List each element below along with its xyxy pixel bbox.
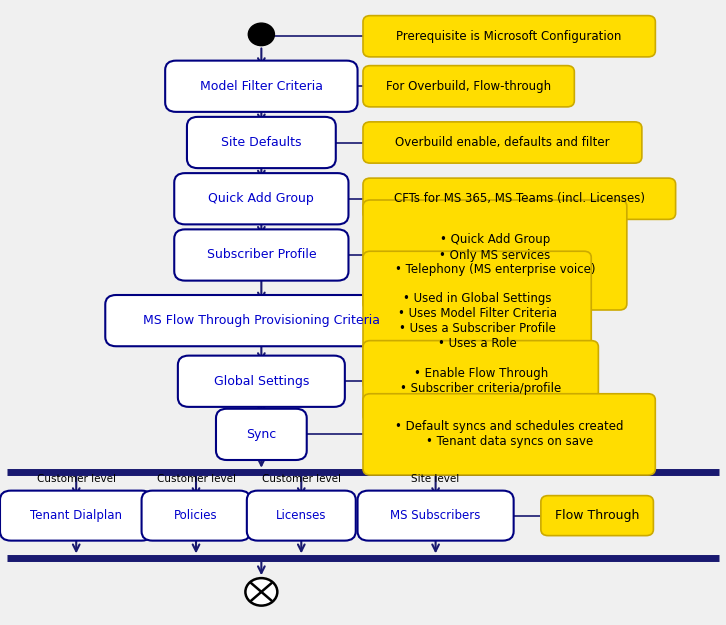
Text: Prerequisite is Microsoft Configuration: Prerequisite is Microsoft Configuration: [396, 30, 622, 42]
Text: MS Flow Through Provisioning Criteria: MS Flow Through Provisioning Criteria: [143, 314, 380, 327]
FancyBboxPatch shape: [0, 491, 152, 541]
Text: Licenses: Licenses: [276, 509, 327, 522]
FancyBboxPatch shape: [216, 409, 307, 460]
Text: CFTs for MS 365, MS Teams (incl. Licenses): CFTs for MS 365, MS Teams (incl. License…: [393, 192, 645, 205]
Text: Quick Add Group: Quick Add Group: [208, 192, 314, 205]
FancyBboxPatch shape: [363, 341, 598, 422]
Text: Flow Through: Flow Through: [555, 509, 640, 522]
FancyBboxPatch shape: [247, 491, 356, 541]
FancyBboxPatch shape: [363, 16, 656, 57]
FancyBboxPatch shape: [363, 200, 627, 310]
FancyBboxPatch shape: [357, 491, 514, 541]
Text: Site Defaults: Site Defaults: [221, 136, 301, 149]
Text: Global Settings: Global Settings: [213, 375, 309, 388]
Text: • Used in Global Settings
• Uses Model Filter Criteria
• Uses a Subscriber Profi: • Used in Global Settings • Uses Model F…: [398, 292, 557, 349]
Text: • Enable Flow Through
• Subscriber criteria/profile: • Enable Flow Through • Subscriber crite…: [400, 368, 561, 395]
FancyBboxPatch shape: [166, 61, 358, 112]
FancyBboxPatch shape: [105, 295, 417, 346]
Text: • Quick Add Group
• Only MS services
• Telephony (MS enterprise voice): • Quick Add Group • Only MS services • T…: [395, 234, 595, 276]
FancyBboxPatch shape: [178, 356, 345, 407]
Text: Site level: Site level: [412, 474, 460, 484]
FancyBboxPatch shape: [541, 496, 653, 536]
Circle shape: [245, 578, 277, 606]
Text: For Overbuild, Flow-through: For Overbuild, Flow-through: [386, 80, 551, 92]
Text: Overbuild enable, defaults and filter: Overbuild enable, defaults and filter: [395, 136, 610, 149]
Text: Subscriber Profile: Subscriber Profile: [207, 249, 316, 261]
Text: Policies: Policies: [174, 509, 218, 522]
FancyBboxPatch shape: [363, 251, 591, 390]
Text: Sync: Sync: [246, 428, 277, 441]
FancyBboxPatch shape: [174, 229, 348, 281]
Text: Customer level: Customer level: [37, 474, 115, 484]
FancyBboxPatch shape: [363, 178, 676, 219]
Text: Customer level: Customer level: [157, 474, 235, 484]
FancyBboxPatch shape: [363, 122, 642, 163]
Text: Model Filter Criteria: Model Filter Criteria: [200, 80, 323, 92]
Text: • Default syncs and schedules created
• Tenant data syncs on save: • Default syncs and schedules created • …: [395, 421, 624, 448]
Text: Customer level: Customer level: [262, 474, 340, 484]
FancyBboxPatch shape: [142, 491, 250, 541]
FancyBboxPatch shape: [174, 173, 348, 224]
Text: Tenant Dialplan: Tenant Dialplan: [30, 509, 122, 522]
Text: MS Subscribers: MS Subscribers: [391, 509, 481, 522]
FancyBboxPatch shape: [363, 66, 574, 107]
FancyBboxPatch shape: [363, 394, 656, 475]
Circle shape: [248, 23, 274, 46]
FancyBboxPatch shape: [187, 117, 335, 168]
